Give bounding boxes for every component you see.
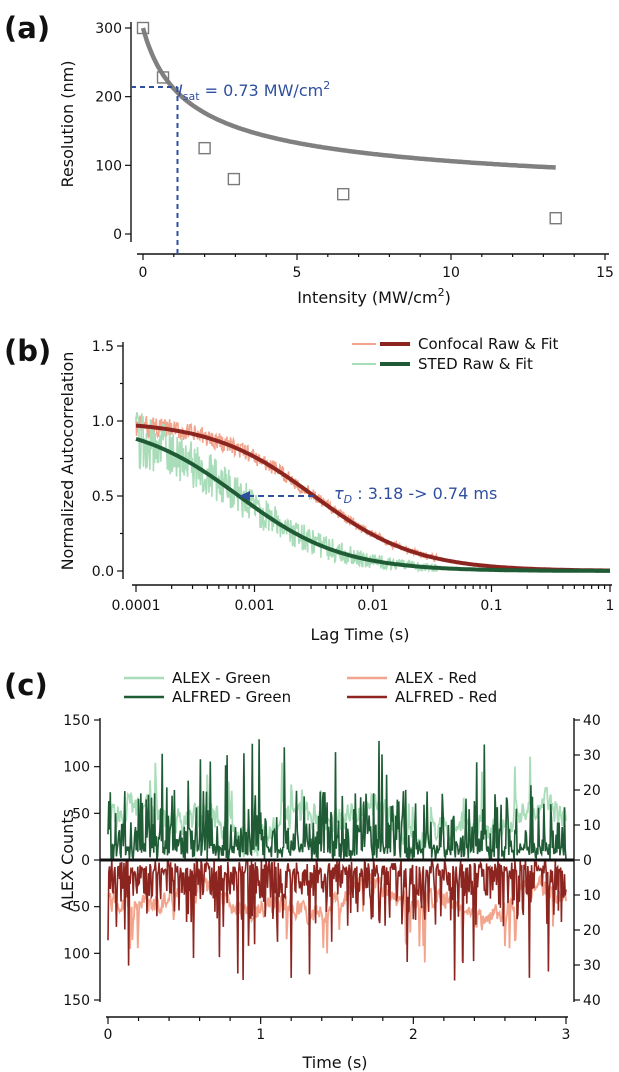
- panel-c-x-tick-label: 2: [409, 1027, 418, 1043]
- panel-c-left-tick-label: 100: [63, 946, 90, 962]
- panel-a-data-point: [227, 172, 241, 186]
- legend-alfred-red: ALFRED - Red: [395, 688, 497, 706]
- panel-a-y-tick-label: 200: [95, 90, 122, 106]
- tau-subscript: D: [344, 493, 352, 506]
- panel-a-x-tick-label: 15: [596, 265, 614, 281]
- panel-c-left-tick-label: 100: [63, 760, 90, 776]
- tau-symbol: τ: [334, 484, 344, 503]
- panel-b-x-tick-label: 0.0001: [112, 598, 161, 614]
- panel-a-isat-annotation: Isat = 0.73 MW/cm2: [178, 79, 330, 103]
- panel-b-x-tick-label: 0.001: [234, 598, 274, 614]
- panel-c-left-tick-label: 0: [81, 853, 90, 869]
- panel-b-y-tick-label: 1.5: [92, 339, 114, 355]
- panel-a-y-tick-label: 0: [113, 227, 122, 243]
- panel-a-x-tick-label: 10: [442, 265, 460, 281]
- panel-c-left-tick-label: 50: [72, 900, 90, 916]
- panel-c-right-tick-label: 40: [583, 713, 601, 729]
- panel-a-plot: 0 100 200 300 0 5 10 15: [95, 21, 614, 281]
- panel-a-y-tick-label: 100: [95, 158, 122, 174]
- panel-a-xlabel-end: ): [445, 288, 451, 307]
- panel-c-alfred-green-trace: [107, 739, 567, 861]
- panel-b-tau-annotation: τD : 3.18 -> 0.74 ms: [334, 484, 497, 506]
- panel-c-right-tick-label: 20: [583, 783, 601, 799]
- panel-c-right-tick-label: 30: [583, 748, 601, 764]
- panel-a-data-point: [337, 187, 350, 201]
- panel-c-legend: ALEX - Green ALFRED - Green ALEX - Red A…: [124, 669, 497, 706]
- panel-c-alfred-red-trace: [107, 857, 567, 981]
- panel-c-x-tick-label: 0: [104, 1027, 113, 1043]
- panel-a-label: (a): [4, 11, 50, 45]
- panel-c-right-tick-label: 40: [583, 993, 601, 1009]
- legend-confocal: Confocal Raw & Fit: [418, 335, 558, 353]
- panel-b-y-tick-label: 1.0: [92, 414, 114, 430]
- panel-a-x-axis-title: Intensity (MW/cm2): [297, 286, 451, 307]
- tau-value: : 3.18 -> 0.74 ms: [352, 484, 497, 503]
- panel-c-right-tick-label: 0: [583, 853, 592, 869]
- panel-c-label: (c): [4, 668, 48, 702]
- panel-c-x-tick-label: 1: [256, 1027, 265, 1043]
- panel-b-label: (b): [4, 334, 51, 368]
- panel-b: (b) 0.0 0.5 1.0 1.5 0.0001 0.001 0.01 0.1 1 Lag …: [4, 334, 614, 644]
- panel-b-plot: 0.0 0.5 1.0 1.5 0.0001 0.001 0.01 0.1 1: [92, 339, 615, 614]
- panel-b-x-axis-title: Lag Time (s): [310, 625, 409, 644]
- panel-c-right-tick-label: 20: [583, 923, 601, 939]
- panel-b-sted-fit-curve: [135, 436, 610, 573]
- legend-alex-red: ALEX - Red: [395, 669, 477, 687]
- panel-c-right-tick-label: 30: [583, 958, 601, 974]
- panel-a-xlabel-sup: 2: [438, 286, 445, 299]
- panel-c-x-axis-title: Time (s): [301, 1053, 367, 1072]
- panel-a-x-tick-label: 5: [293, 265, 302, 281]
- panel-b-y-tick-label: 0.5: [92, 489, 114, 505]
- isat-unit-superscript: 2: [323, 79, 330, 92]
- panel-b-x-tick-label: 0.1: [480, 598, 502, 614]
- panel-c-y-axis-title: ALEX Counts: [58, 809, 77, 911]
- panel-a-data-point: [198, 141, 211, 155]
- legend-alex-green: ALEX - Green: [172, 669, 271, 687]
- panel-b-tau-arrow-head: [239, 491, 251, 501]
- panel-c-left-tick-label: 150: [63, 993, 90, 1009]
- panel-b-x-tick-label: 0.01: [357, 598, 388, 614]
- panel-c-right-tick-label: 10: [583, 818, 601, 834]
- panel-c-left-tick-label: 150: [63, 713, 90, 729]
- panel-b-x-tick-label: 1: [606, 598, 615, 614]
- panel-c-x-tick-label: 3: [562, 1027, 571, 1043]
- legend-sted: STED Raw & Fit: [418, 355, 533, 373]
- panel-a-data-point: [136, 21, 150, 35]
- panel-a-y-tick-label: 300: [95, 21, 122, 37]
- isat-subscript: sat: [183, 90, 200, 103]
- legend-alfred-green: ALFRED - Green: [172, 688, 291, 706]
- panel-a-xlabel: Intensity (MW/cm: [297, 288, 437, 307]
- panel-c-right-tick-label: 10: [583, 888, 601, 904]
- panel-a-data-point: [156, 71, 170, 84]
- panel-a-data-point: [549, 212, 562, 225]
- panel-a-x-tick-label: 0: [139, 265, 148, 281]
- panel-b-legend: Confocal Raw & Fit STED Raw & Fit: [352, 335, 558, 373]
- panel-b-y-tick-label: 0.0: [92, 564, 114, 580]
- panel-a-fit-curve: [140, 27, 556, 170]
- isat-value: = 0.73 MW/cm: [200, 81, 324, 100]
- panel-a-y-axis-title: Resolution (nm): [58, 61, 77, 188]
- panel-b-y-axis-title: Normalized Autocorrelation: [58, 352, 77, 571]
- panel-c-left-tick-label: 50: [72, 806, 90, 822]
- isat-symbol: I: [178, 81, 183, 100]
